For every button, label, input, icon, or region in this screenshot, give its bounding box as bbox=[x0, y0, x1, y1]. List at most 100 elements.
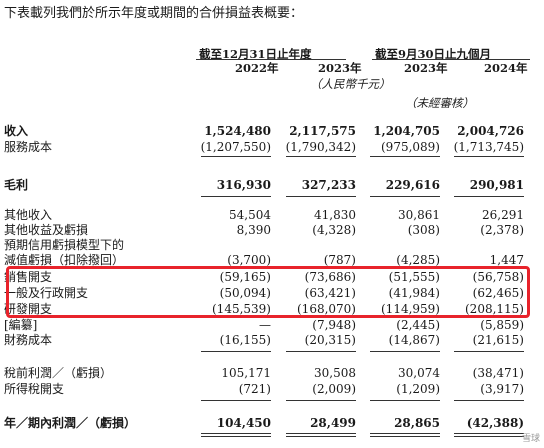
row-value-col2: (2,009) bbox=[312, 382, 356, 396]
row-value-col3: (2,445) bbox=[396, 318, 440, 332]
row-value-col2: (1,790,342) bbox=[285, 140, 356, 154]
row-label: 所得稅開支 bbox=[4, 382, 65, 396]
row-value-col2: (7,948) bbox=[312, 318, 356, 332]
row-value-col3: 229,616 bbox=[385, 178, 440, 192]
row-value-col4: (2,378) bbox=[480, 223, 524, 237]
row-value-col1: (3,700) bbox=[227, 253, 271, 267]
row-value-col1: (145,539) bbox=[212, 302, 271, 316]
row-value-col3: (308) bbox=[407, 223, 440, 237]
row-value-col1: (16,155) bbox=[219, 333, 271, 347]
header-year-2024-9m: 2024年 bbox=[484, 61, 528, 75]
row-value-col4: (1,713,745) bbox=[453, 140, 524, 154]
total-double-rule bbox=[286, 433, 356, 437]
row-value-col3: 1,204,705 bbox=[373, 124, 440, 138]
header-group-nine-months: 截至9月30日止九個月 bbox=[375, 47, 492, 61]
row-value-col2: 30,508 bbox=[314, 366, 356, 380]
row-value-col1: (721) bbox=[238, 382, 271, 396]
row-label: 銷售開支 bbox=[4, 270, 53, 284]
row-value-col4: 290,981 bbox=[469, 178, 524, 192]
subtotal-rule bbox=[201, 156, 271, 157]
subtotal-rule bbox=[286, 351, 356, 352]
row-value-col2: (20,315) bbox=[304, 333, 356, 347]
header-rule-annual bbox=[196, 59, 346, 60]
row-label: 財務成本 bbox=[4, 333, 53, 347]
row-label: 年／期內利潤／（虧損） bbox=[4, 416, 137, 430]
total-double-rule bbox=[454, 433, 524, 437]
header-year-2023: 2023年 bbox=[318, 61, 362, 75]
row-value-col3: (975,089) bbox=[381, 140, 440, 154]
row-label: 其他收益及虧損 bbox=[4, 223, 89, 237]
intro-text: 下表載列我們於所示年度或期間的合併損益表概要： bbox=[4, 6, 304, 21]
total-double-rule bbox=[370, 433, 440, 437]
row-value-col4: (38,471) bbox=[472, 366, 524, 380]
row-value-col3: (14,867) bbox=[388, 333, 440, 347]
row-value-col2: (73,686) bbox=[304, 270, 356, 284]
header-year-2022: 2022年 bbox=[235, 61, 279, 75]
highlight-box bbox=[6, 266, 530, 318]
row-value-col2: (4,328) bbox=[312, 223, 356, 237]
subtotal-rule bbox=[370, 351, 440, 352]
row-label: 減值虧損（扣除撥回） bbox=[4, 253, 125, 267]
header-rule-nine-months bbox=[372, 59, 530, 60]
row-value-col4: (56,758) bbox=[472, 270, 524, 284]
row-value-col3: 30,074 bbox=[398, 366, 440, 380]
row-value-col2: (63,421) bbox=[304, 286, 356, 300]
row-label: 服務成本 bbox=[4, 140, 53, 154]
row-value-col3: (41,984) bbox=[388, 286, 440, 300]
subtotal-rule bbox=[454, 196, 524, 197]
row-label: 一般及行政開支 bbox=[4, 286, 89, 300]
row-value-col2: 41,830 bbox=[314, 208, 356, 222]
row-value-col1: 316,930 bbox=[216, 178, 271, 192]
row-value-col1: — bbox=[259, 318, 271, 332]
subtotal-rule bbox=[201, 351, 271, 352]
watermark: 雪球 bbox=[521, 434, 540, 444]
header-unaudited: （未經審核） bbox=[405, 96, 474, 110]
subtotal-rule bbox=[286, 156, 356, 157]
row-value-col2: 2,117,575 bbox=[289, 124, 356, 138]
row-value-col2: (787) bbox=[323, 253, 356, 267]
header-year-2023-9m: 2023年 bbox=[404, 61, 448, 75]
row-label: 研發開支 bbox=[4, 302, 53, 316]
subtotal-rule bbox=[370, 156, 440, 157]
header-group-annual: 截至12月31日止年度 bbox=[199, 47, 312, 61]
row-value-col3: (4,285) bbox=[396, 253, 440, 267]
row-value-col1: (59,165) bbox=[219, 270, 271, 284]
row-value-col1: (1,207,550) bbox=[200, 140, 271, 154]
row-label: 預期信用虧損模型下的 bbox=[4, 238, 125, 252]
row-label: 稅前利潤／（虧損） bbox=[4, 366, 113, 380]
row-value-col4: 1,447 bbox=[489, 253, 524, 267]
subtotal-rule bbox=[454, 400, 524, 401]
row-value-col4: (3,917) bbox=[480, 382, 524, 396]
row-value-col4: (21,615) bbox=[472, 333, 524, 347]
row-value-col4: (62,465) bbox=[472, 286, 524, 300]
row-label: 毛利 bbox=[4, 178, 29, 192]
row-value-col3: (1,209) bbox=[396, 382, 440, 396]
row-label: 收入 bbox=[4, 124, 29, 138]
total-double-rule bbox=[201, 433, 271, 437]
subtotal-rule bbox=[286, 196, 356, 197]
row-value-col1: 104,450 bbox=[216, 416, 271, 430]
subtotal-rule bbox=[370, 196, 440, 197]
row-value-col3: 30,861 bbox=[398, 208, 440, 222]
row-label: 其他收入 bbox=[4, 208, 53, 222]
row-value-col1: 105,171 bbox=[221, 366, 271, 380]
subtotal-rule bbox=[454, 351, 524, 352]
row-value-col2: (168,070) bbox=[297, 302, 356, 316]
row-value-col4: (5,859) bbox=[480, 318, 524, 332]
subtotal-rule bbox=[370, 400, 440, 401]
subtotal-rule bbox=[454, 156, 524, 157]
row-value-col1: 1,524,480 bbox=[204, 124, 271, 138]
row-value-col4: 2,004,726 bbox=[457, 124, 524, 138]
row-value-col1: (50,094) bbox=[219, 286, 271, 300]
row-value-col4: (42,388) bbox=[466, 416, 524, 430]
subtotal-rule bbox=[286, 400, 356, 401]
row-value-col4: (208,115) bbox=[465, 302, 524, 316]
subtotal-rule bbox=[201, 196, 271, 197]
subtotal-rule bbox=[201, 400, 271, 401]
row-value-col1: 8,390 bbox=[236, 223, 271, 237]
row-value-col4: 26,291 bbox=[482, 208, 524, 222]
row-value-col2: 327,233 bbox=[301, 178, 356, 192]
row-value-col1: 54,504 bbox=[229, 208, 271, 222]
row-value-col3: 28,865 bbox=[394, 416, 440, 430]
header-unit: （人民幣千元） bbox=[310, 77, 391, 91]
